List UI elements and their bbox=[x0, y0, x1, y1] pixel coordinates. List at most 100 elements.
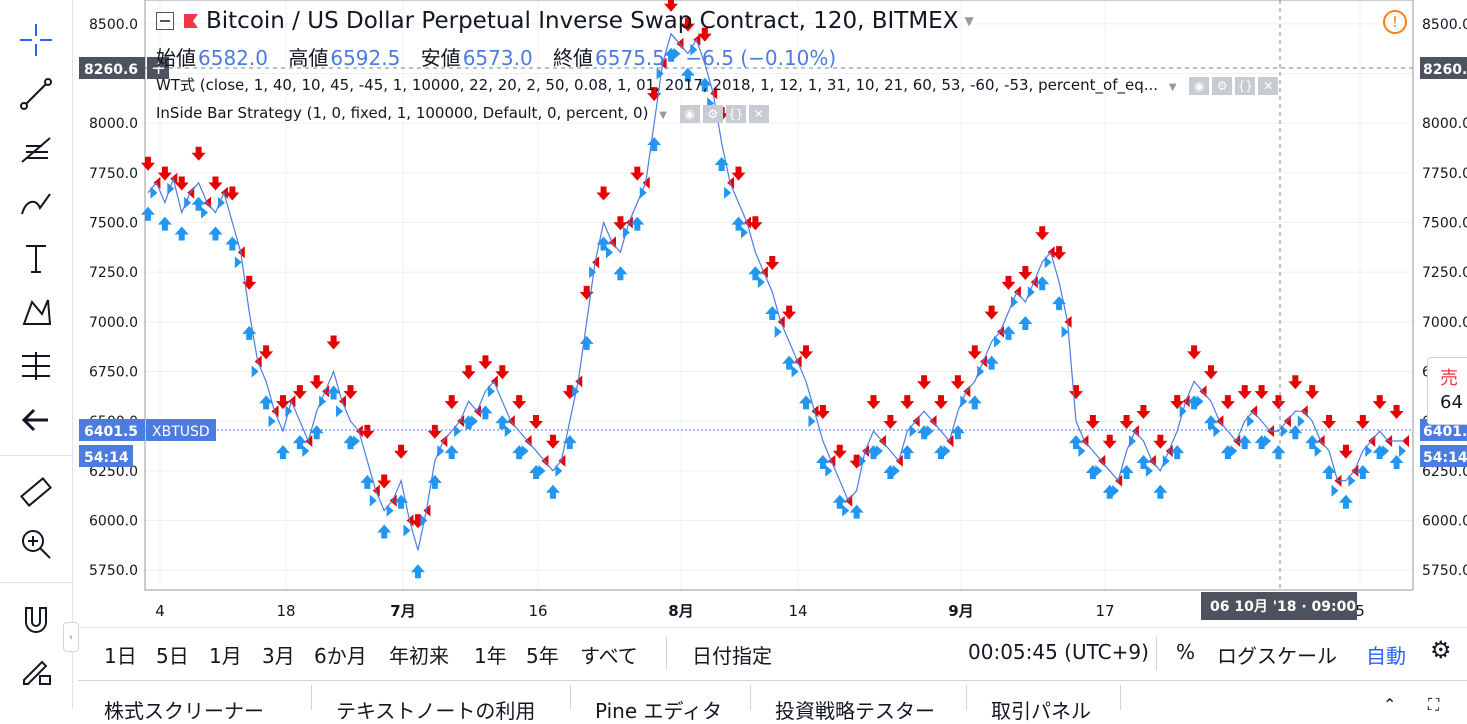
tab-trading-panel[interactable]: 取引パネル bbox=[991, 699, 1091, 723]
range-1m[interactable]: 1月 bbox=[209, 644, 242, 668]
entry-signal-marker bbox=[1010, 296, 1018, 309]
tab-pine-editor[interactable]: Pine エディタ bbox=[595, 699, 723, 723]
collapse-legend-icon[interactable] bbox=[156, 12, 174, 30]
range-1y[interactable]: 1年 bbox=[474, 644, 507, 668]
chart-title[interactable]: Bitcoin / US Dollar Perpetual Inverse Sw… bbox=[156, 8, 974, 34]
crosshair-tool[interactable] bbox=[0, 18, 72, 62]
buy-signal-marker bbox=[967, 395, 982, 410]
alert-icon[interactable]: ! bbox=[1383, 10, 1407, 34]
text-tool[interactable] bbox=[0, 236, 72, 280]
maximize-icon[interactable]: ⛶ bbox=[1428, 695, 1440, 714]
buy-signal-marker bbox=[799, 395, 814, 410]
pattern-icon bbox=[22, 299, 52, 325]
gear-icon[interactable]: ⚙ bbox=[1212, 76, 1233, 95]
sell-signal-marker bbox=[1271, 395, 1286, 410]
eye-icon[interactable]: ◉ bbox=[1189, 76, 1210, 95]
tab-stock-screener[interactable]: 株式スクリーナー bbox=[104, 699, 264, 723]
ruler-icon bbox=[20, 476, 52, 508]
forecast-tool[interactable] bbox=[0, 344, 72, 388]
buy-signal-marker bbox=[1355, 464, 1370, 479]
range-6m[interactable]: 6か月 bbox=[314, 644, 367, 668]
buy-signal-marker bbox=[1389, 455, 1404, 470]
exit-signal-marker bbox=[1402, 435, 1409, 448]
price-axis-left[interactable]: 8500.08250.08000.07750.07500.07250.07000… bbox=[89, 17, 138, 579]
buy-signal-marker bbox=[259, 395, 274, 410]
buy-signal-marker bbox=[866, 445, 881, 460]
source-code-icon[interactable]: {} bbox=[1235, 76, 1256, 95]
chevron-up-icon[interactable]: ⌃ bbox=[1383, 695, 1397, 714]
entry-signal-marker bbox=[1399, 445, 1406, 458]
range-5d[interactable]: 5日 bbox=[156, 644, 189, 668]
time-tick-label: 14 bbox=[788, 602, 807, 620]
chevron-down-icon[interactable]: ▼ bbox=[1168, 82, 1177, 93]
close-icon[interactable]: ✕ bbox=[1258, 76, 1279, 95]
price-chart[interactable]: 8500.08250.08000.07750.07500.07250.07000… bbox=[0, 0, 1467, 630]
buy-signal-marker bbox=[208, 226, 223, 241]
pattern-tool[interactable] bbox=[0, 290, 72, 334]
price-tick-label: 6000.0 bbox=[1422, 513, 1467, 529]
back-tool[interactable] bbox=[0, 398, 72, 442]
sell-signal-marker bbox=[562, 385, 577, 400]
source-code-icon[interactable]: {} bbox=[725, 104, 746, 123]
toolbar-collapse-button[interactable]: ‹ bbox=[63, 622, 79, 652]
sell-signal-marker bbox=[832, 444, 847, 459]
buy-signal-marker bbox=[1119, 464, 1134, 479]
price-axis-right[interactable]: 8500.08250.08000.07750.07500.07250.07000… bbox=[1422, 17, 1467, 579]
pitchfork-icon bbox=[21, 137, 51, 163]
ruler-tool[interactable] bbox=[0, 470, 72, 514]
entry-signal-marker bbox=[994, 335, 1002, 348]
buy-signal-marker bbox=[377, 524, 392, 539]
sell-signal-marker bbox=[427, 424, 442, 439]
pitchfork-tool[interactable] bbox=[0, 126, 72, 170]
date-range-button[interactable]: 日付指定 bbox=[692, 644, 772, 668]
range-1d[interactable]: 1日 bbox=[104, 644, 137, 668]
sell-signal-marker bbox=[1237, 385, 1252, 400]
range-ytd[interactable]: 年初来 bbox=[389, 644, 449, 668]
chevron-down-icon[interactable]: ▼ bbox=[659, 110, 667, 121]
entry-signal-marker bbox=[1382, 445, 1390, 458]
auto-scale-toggle[interactable]: 自動 bbox=[1366, 644, 1406, 668]
sell-signal-marker bbox=[1068, 385, 1083, 400]
time-axis[interactable]: 4 18 7月 16 8月 14 9月 17 5 bbox=[155, 602, 1365, 620]
brush-tool[interactable] bbox=[0, 180, 72, 224]
sell-signal-marker bbox=[1372, 395, 1387, 410]
range-3m[interactable]: 3月 bbox=[262, 644, 295, 668]
tab-text-notes[interactable]: テキストノートの利用 bbox=[336, 699, 536, 723]
lock-drawings-tool[interactable] bbox=[0, 648, 72, 692]
sell-signal-marker bbox=[1220, 395, 1235, 410]
open-value: 6582.0 bbox=[198, 46, 268, 70]
eye-icon[interactable]: ◉ bbox=[679, 104, 700, 123]
svg-text:XBTUSD: XBTUSD bbox=[152, 424, 210, 440]
trade-side-panel[interactable]: 売 64 bbox=[1427, 357, 1467, 425]
buy-signal-marker bbox=[1203, 415, 1218, 430]
gear-icon[interactable]: ⚙ bbox=[1430, 636, 1452, 664]
clock[interactable]: 00:05:45 (UTC+9) bbox=[968, 640, 1149, 664]
zoom-tool[interactable] bbox=[0, 522, 72, 566]
entry-signal-marker bbox=[521, 445, 529, 458]
gear-icon[interactable]: ⚙ bbox=[702, 104, 723, 123]
buy-signal-marker bbox=[1271, 445, 1286, 460]
close-icon[interactable]: ✕ bbox=[748, 104, 769, 123]
log-scale-toggle[interactable]: ログスケール bbox=[1217, 644, 1337, 668]
range-5y[interactable]: 5年 bbox=[526, 644, 559, 668]
entry-signal-marker bbox=[1213, 425, 1221, 438]
buy-signal-marker bbox=[950, 425, 965, 440]
entry-signal-marker bbox=[774, 325, 782, 338]
entry-signal-marker bbox=[319, 395, 327, 408]
percent-toggle[interactable]: % bbox=[1176, 640, 1196, 664]
range-all[interactable]: すべて bbox=[580, 644, 638, 668]
indicator-legend-wt[interactable]: WT式 (close, 1, 40, 10, 45, -45, 1, 10000… bbox=[156, 74, 1279, 95]
close-value: 6575.5 bbox=[595, 46, 666, 70]
buy-signal-marker bbox=[545, 484, 560, 499]
magnet-tool[interactable] bbox=[0, 598, 72, 642]
buy-signal-marker bbox=[714, 157, 729, 172]
buy-signal-marker bbox=[326, 385, 341, 400]
tab-strategy-tester[interactable]: 投資戦略テスター bbox=[775, 699, 935, 723]
divider bbox=[966, 685, 967, 710]
trendline-tool[interactable] bbox=[0, 72, 72, 116]
chevron-down-icon[interactable]: ▼ bbox=[964, 14, 974, 28]
indicator-legend-insidebar[interactable]: InSide Bar Strategy (1, 0, fixed, 1, 100… bbox=[156, 104, 769, 123]
price-tick-label: 8000.0 bbox=[1422, 116, 1467, 132]
entry-signal-marker bbox=[302, 445, 310, 458]
buy-signal-marker bbox=[849, 504, 864, 519]
